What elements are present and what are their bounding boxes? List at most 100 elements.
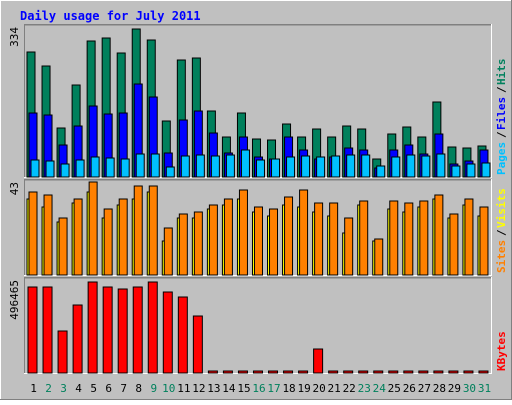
bar-pages-day-3 (60, 163, 70, 178)
bar-pages-day-30 (466, 163, 476, 178)
day-label-2: 2 (45, 382, 52, 395)
bar-sites-day-29 (449, 213, 459, 276)
bar-kbytes-day-15 (237, 370, 248, 374)
bar-sites-day-9 (148, 185, 158, 276)
day-label-22: 22 (343, 382, 356, 395)
panel-max-label: 334 (8, 27, 21, 47)
bar-pages-day-9 (150, 153, 160, 178)
bar-pages-day-26 (406, 154, 416, 178)
bar-pages-day-11 (180, 155, 190, 178)
bar-pages-day-19 (301, 155, 311, 178)
legend-visits: Visits (495, 188, 508, 228)
bar-kbytes-day-3 (57, 330, 68, 374)
legend-sites: Sites (495, 240, 508, 273)
day-label-8: 8 (135, 382, 142, 395)
panel-frame (24, 277, 492, 374)
bar-sites-day-27 (419, 200, 429, 276)
panel-max-label: 43 (8, 182, 21, 195)
bar-sites-day-20 (314, 202, 324, 276)
day-label-29: 29 (448, 382, 461, 395)
bar-sites-day-31 (479, 206, 489, 276)
bar-sites-day-10 (163, 227, 173, 276)
bar-kbytes-day-21 (328, 370, 339, 374)
bar-pages-day-10 (165, 166, 175, 178)
day-label-21: 21 (328, 382, 341, 395)
panel-max-label: 496465 (8, 280, 21, 320)
bar-kbytes-day-27 (418, 370, 429, 374)
bar-kbytes-day-11 (177, 296, 188, 374)
bar-pages-day-28 (436, 153, 446, 178)
day-label-5: 5 (90, 382, 97, 395)
bar-sites-day-8 (133, 185, 143, 276)
day-label-9: 9 (150, 382, 157, 395)
bar-kbytes-day-28 (433, 370, 444, 374)
bar-pages-day-24 (376, 165, 386, 178)
day-label-25: 25 (388, 382, 401, 395)
bar-kbytes-day-13 (207, 370, 218, 374)
bar-sites-day-13 (208, 204, 218, 276)
bar-pages-day-29 (451, 165, 461, 178)
bar-pages-day-14 (225, 154, 235, 178)
bar-sites-day-23 (359, 200, 369, 276)
bar-kbytes-day-6 (102, 286, 113, 374)
bar-pages-day-21 (331, 155, 341, 178)
day-label-16: 16 (252, 382, 265, 395)
bar-kbytes-day-20 (313, 348, 324, 374)
bar-kbytes-day-14 (222, 370, 233, 374)
bar-kbytes-day-30 (463, 370, 474, 374)
legend-hits: Hits (495, 59, 508, 86)
bar-sites-day-6 (103, 208, 113, 276)
bar-sites-day-30 (464, 198, 474, 276)
bar-kbytes-day-9 (147, 281, 158, 374)
legend-pages: Pages (495, 142, 508, 175)
bar-pages-day-27 (421, 155, 431, 178)
day-label-14: 14 (222, 382, 236, 395)
bar-sites-day-5 (88, 181, 98, 276)
bar-sites-day-7 (118, 198, 128, 276)
bar-sites-day-28 (434, 194, 444, 276)
bar-sites-day-21 (329, 202, 339, 276)
bar-kbytes-day-7 (117, 288, 128, 374)
day-axis: 1 2 3 4 5 6 7 8 9 10 11 12 13 14 15 16 17 18 19 20 21 22 23 24 2… (30, 382, 491, 395)
day-label-26: 26 (403, 382, 416, 395)
bar-sites-day-16 (253, 206, 263, 276)
bar-sites-day-25 (389, 200, 399, 276)
day-label-3: 3 (60, 382, 67, 395)
bar-pages-day-18 (286, 156, 296, 178)
bar-kbytes-day-12 (192, 315, 203, 374)
bar-pages-day-2 (45, 160, 55, 178)
bar-sites-day-26 (404, 202, 414, 276)
bar-pages-day-12 (195, 154, 205, 178)
panel-kbytes: 496465 KBytes (8, 277, 508, 374)
bar-kbytes-day-5 (87, 281, 98, 374)
bar-sites-day-2 (43, 194, 53, 276)
day-label-24: 24 (373, 382, 387, 395)
bar-pages-day-5 (90, 156, 100, 178)
day-label-20: 20 (313, 382, 326, 395)
bar-kbytes-day-10 (162, 291, 173, 374)
bar-sites-day-4 (73, 198, 83, 276)
day-label-6: 6 (105, 382, 112, 395)
day-label-17: 17 (267, 382, 280, 395)
bar-kbytes-day-22 (343, 370, 354, 374)
bar-sites-day-1 (28, 191, 38, 276)
bar-sites-day-11 (178, 213, 188, 276)
bar-sites-day-3 (58, 217, 68, 276)
day-label-4: 4 (75, 382, 82, 395)
bar-kbytes-day-16 (252, 370, 263, 374)
day-label-28: 28 (433, 382, 446, 395)
bar-kbytes-day-29 (448, 370, 459, 374)
bar-kbytes-day-31 (478, 370, 489, 374)
legend-files: Files (495, 97, 508, 130)
bar-kbytes-day-23 (358, 370, 369, 374)
legend-kbytes: KBytes (495, 331, 508, 371)
series-kbytes (27, 281, 489, 374)
day-label-1: 1 (30, 382, 37, 395)
bar-pages-day-23 (361, 154, 371, 178)
legend-separator: / (495, 131, 508, 138)
bar-sites-day-12 (193, 211, 203, 276)
bar-kbytes-day-25 (388, 370, 399, 374)
bar-pages-day-13 (210, 155, 220, 178)
